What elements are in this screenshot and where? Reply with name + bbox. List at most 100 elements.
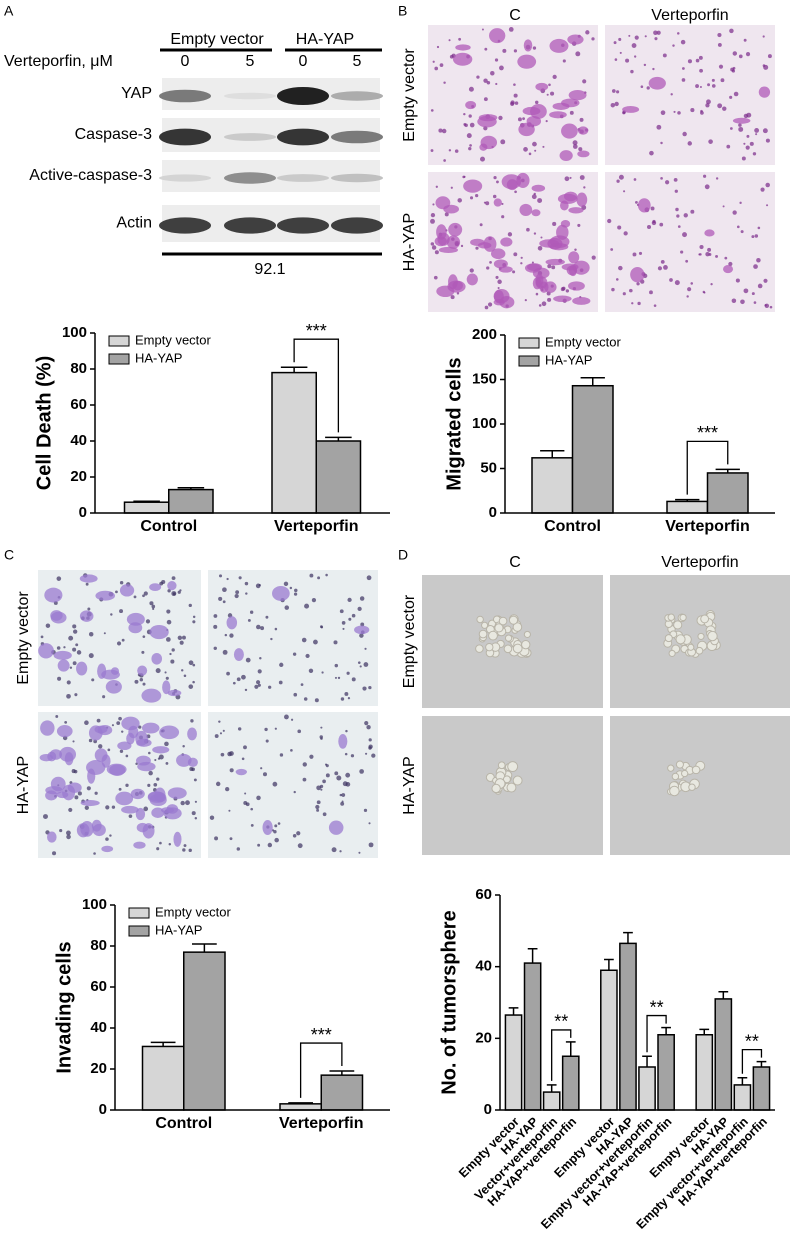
cell bbox=[729, 127, 733, 130]
cell bbox=[523, 39, 533, 52]
y-tick-label: 100 bbox=[82, 896, 107, 913]
cell bbox=[618, 265, 623, 271]
cell bbox=[316, 808, 320, 812]
panel-label: D bbox=[398, 547, 408, 563]
cell bbox=[98, 744, 103, 749]
cell bbox=[115, 590, 118, 594]
dose: 5 bbox=[246, 53, 255, 70]
cell bbox=[435, 185, 438, 188]
cell bbox=[305, 653, 310, 659]
cell bbox=[644, 35, 647, 38]
cell bbox=[77, 791, 82, 796]
cell bbox=[347, 697, 351, 700]
cell bbox=[158, 754, 164, 760]
y-tick-label: 100 bbox=[472, 415, 497, 432]
y-axis-title: No. of tumorsphere bbox=[438, 910, 460, 1094]
cell bbox=[430, 242, 435, 246]
cell bbox=[138, 725, 142, 729]
cell bbox=[745, 145, 750, 150]
bar bbox=[504, 1014, 523, 1111]
cell bbox=[483, 78, 488, 83]
cell bbox=[465, 100, 477, 110]
cell bbox=[591, 255, 596, 260]
cell bbox=[272, 781, 278, 787]
cell bbox=[183, 674, 187, 678]
cell bbox=[522, 106, 541, 116]
cell bbox=[629, 288, 633, 293]
cell bbox=[518, 122, 535, 137]
cell bbox=[483, 97, 488, 102]
y-tick-label: 60 bbox=[475, 886, 492, 903]
cell bbox=[607, 218, 612, 224]
cell bbox=[316, 785, 322, 791]
cell bbox=[339, 609, 344, 614]
cell bbox=[219, 732, 223, 735]
cell bbox=[102, 695, 106, 699]
y-tick-label: 40 bbox=[475, 958, 492, 975]
cell bbox=[228, 809, 231, 812]
cell bbox=[456, 292, 460, 295]
bar bbox=[638, 1066, 656, 1111]
cell bbox=[757, 283, 763, 289]
cell bbox=[340, 697, 345, 701]
cell bbox=[245, 657, 251, 663]
cell bbox=[572, 260, 590, 275]
cell bbox=[125, 783, 129, 787]
cell bbox=[433, 275, 438, 280]
cell bbox=[256, 680, 261, 685]
cell bbox=[322, 812, 327, 817]
cell bbox=[646, 86, 650, 90]
cell bbox=[662, 53, 667, 58]
cell bbox=[680, 250, 684, 254]
cell bbox=[687, 287, 692, 292]
cell bbox=[484, 305, 489, 310]
cell bbox=[497, 287, 500, 290]
cell bbox=[222, 600, 226, 604]
cell bbox=[582, 79, 587, 84]
cell bbox=[72, 624, 77, 629]
cell bbox=[245, 802, 250, 807]
cell bbox=[143, 806, 149, 812]
cell bbox=[166, 619, 172, 625]
cell bbox=[182, 635, 186, 640]
cell bbox=[758, 86, 771, 98]
sphere-cell bbox=[707, 630, 718, 642]
cell bbox=[137, 665, 148, 676]
cell bbox=[262, 820, 273, 836]
cell bbox=[64, 752, 74, 766]
cell-line: 92.1 bbox=[254, 261, 285, 278]
legend-swatch bbox=[128, 925, 150, 937]
cell bbox=[366, 575, 372, 581]
cell bbox=[121, 730, 124, 733]
cell bbox=[711, 78, 715, 82]
cell bbox=[619, 51, 622, 54]
cell bbox=[659, 222, 664, 227]
cell bbox=[665, 180, 670, 185]
cell bbox=[319, 784, 324, 789]
cell bbox=[764, 303, 770, 309]
cell bbox=[532, 141, 537, 147]
cell bbox=[94, 725, 108, 734]
cell bbox=[161, 807, 175, 814]
cell bbox=[439, 63, 444, 67]
cell bbox=[105, 805, 110, 810]
cell bbox=[234, 593, 239, 599]
cell bbox=[336, 775, 342, 781]
cell bbox=[672, 44, 675, 47]
cell bbox=[562, 59, 566, 63]
cell bbox=[169, 652, 172, 656]
significance-bracket bbox=[646, 1014, 667, 1053]
cell bbox=[480, 156, 485, 162]
cell bbox=[537, 198, 543, 203]
cell bbox=[496, 180, 499, 184]
sphere-cell bbox=[664, 634, 673, 643]
cell bbox=[577, 126, 589, 135]
cell bbox=[215, 781, 221, 787]
cell bbox=[517, 117, 522, 122]
cell bbox=[342, 781, 348, 787]
cell bbox=[293, 592, 298, 596]
cell bbox=[660, 177, 663, 180]
cell bbox=[432, 203, 435, 206]
cell bbox=[181, 669, 184, 672]
cell bbox=[707, 83, 711, 87]
